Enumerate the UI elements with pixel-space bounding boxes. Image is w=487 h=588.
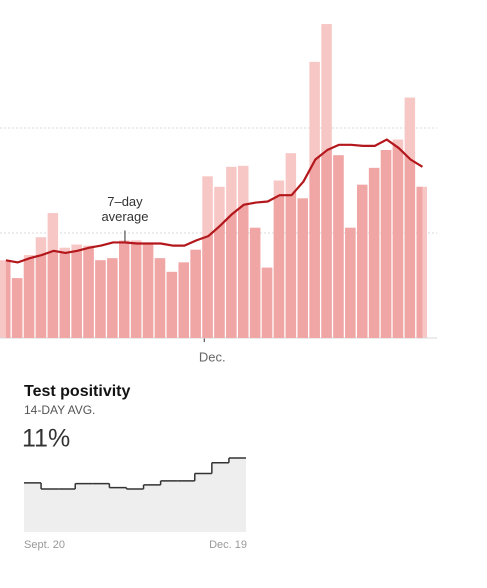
chart-subtitle: 14-DAY AVG. — [24, 403, 95, 417]
area — [24, 458, 246, 532]
chart-title: Test positivity — [24, 383, 130, 400]
annotation: average — [101, 209, 148, 224]
headline-value: 11% — [22, 425, 70, 453]
bar — [0, 260, 11, 338]
annotation: 7–day — [107, 194, 143, 209]
x-start-label: Sept. 20 — [24, 539, 65, 551]
line-area — [5, 139, 423, 338]
x-tick-label: Dec. — [199, 349, 226, 364]
average-line — [5, 138, 424, 264]
x-end-label: Dec. 19 — [209, 539, 247, 551]
